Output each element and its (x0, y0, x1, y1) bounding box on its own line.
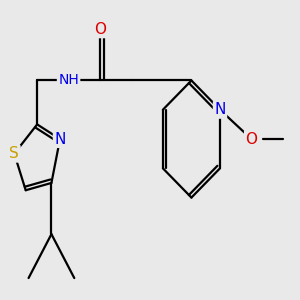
Text: O: O (94, 22, 106, 37)
Text: N: N (214, 102, 226, 117)
Text: N: N (54, 131, 66, 146)
Text: O: O (245, 131, 257, 146)
Text: S: S (9, 146, 19, 161)
Text: NH: NH (58, 74, 79, 88)
